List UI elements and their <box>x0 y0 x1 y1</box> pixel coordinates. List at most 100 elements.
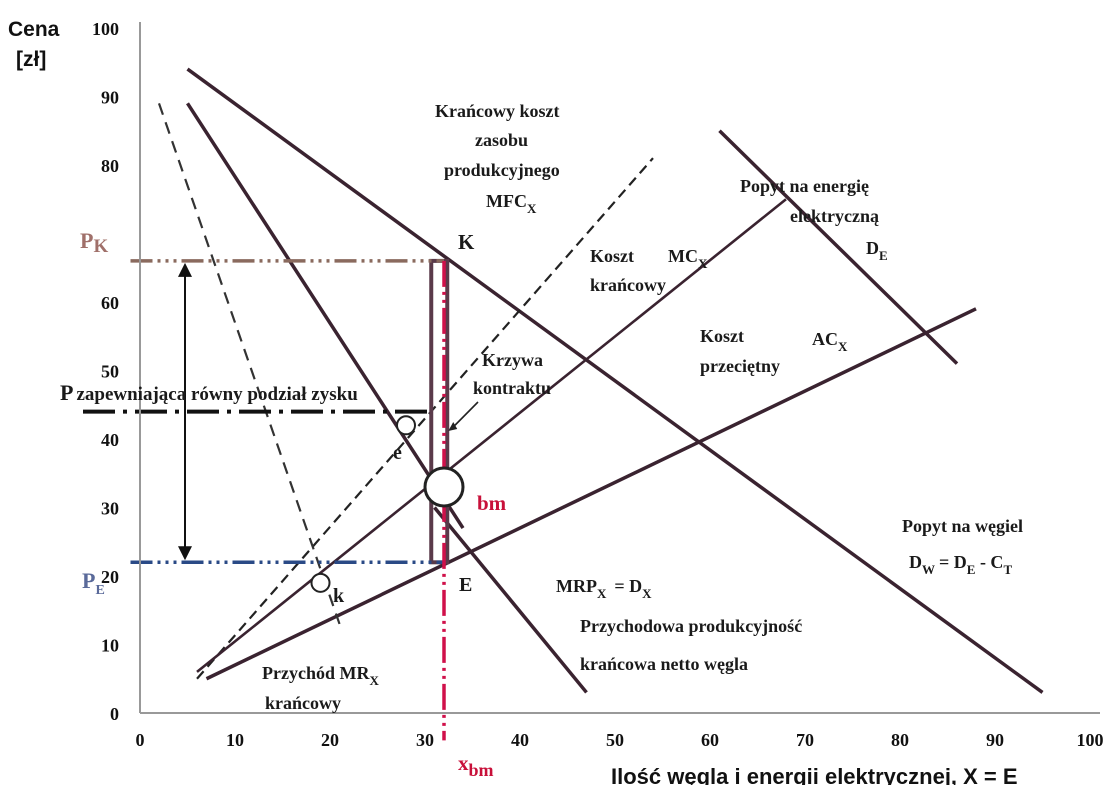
price-k-subscript: K <box>93 236 108 257</box>
demand-coal-label: Popyt na węgiel DW = DE - CT <box>902 516 1023 577</box>
svg-text:MFCX: MFCX <box>486 191 537 216</box>
y-tick-label: 60 <box>101 293 119 313</box>
mrp-label-symbol: MRP <box>556 576 597 596</box>
ac-label: Koszt ACX przeciętny <box>700 326 848 376</box>
mfc-label: Krańcowy koszt zasobu produkcyjnego MFCX <box>435 101 560 216</box>
svg-text:MCX: MCX <box>668 246 708 271</box>
series-mrp <box>433 506 588 694</box>
mr-label: Przychód MRX krańcowy <box>262 663 379 713</box>
mrp-label-line2: Przychodowa produkcyjność <box>580 616 802 636</box>
svg-text:ACX: ACX <box>812 329 848 354</box>
y-tick-label: 80 <box>101 156 119 176</box>
price-k-label: PK <box>80 228 108 257</box>
svg-text:Przychód MRX: Przychód MRX <box>262 663 379 688</box>
x-tick-label: 100 <box>1077 730 1104 750</box>
contract-curve-label: Krzywa kontraktu <box>473 350 551 398</box>
mc-label-line2: krańcowy <box>590 275 666 295</box>
ac-label-word: Koszt <box>700 326 744 346</box>
mr-label-symbol: Przychód MR <box>262 663 370 683</box>
svg-text:DW= DE - CT: DW = DE - CT <box>909 552 1012 577</box>
x-axis-title: Ilość węgla i energii elektrycznej, X = … <box>611 764 1018 785</box>
series-ac <box>205 307 977 681</box>
x-tick-label: 70 <box>796 730 814 750</box>
profit-split-price-symbol: P <box>60 380 73 405</box>
demand-energy-label-subscript: E <box>879 248 888 263</box>
arrowhead-down-icon <box>178 546 192 561</box>
y-tick-label: 40 <box>101 430 119 450</box>
price-k-symbol: P <box>80 228 93 253</box>
y-axis-title-line1: Cena <box>8 18 60 41</box>
demand-energy-label: Popyt na energię elektryczną DE <box>740 176 888 263</box>
x-tick-label: 10 <box>226 730 244 750</box>
x-tick-label: 80 <box>891 730 909 750</box>
demand-coal-label-w: W <box>922 562 935 577</box>
price-e-subscript: E <box>95 583 104 598</box>
x-tick-label: 60 <box>701 730 719 750</box>
demand-coal-label-t: T <box>1003 562 1012 577</box>
mc-label-subscript: X <box>698 256 708 271</box>
contract-pointer-arrowhead-icon <box>448 422 458 431</box>
contract-curve-label-line1: Krzywa <box>482 350 543 370</box>
marker-k <box>310 572 331 593</box>
series-mc <box>196 198 787 673</box>
profit-split-price-text: zapewniająca równy podział zysku <box>76 384 358 405</box>
y-tick-label: 10 <box>101 636 119 656</box>
contract-curve-label-line2: kontraktu <box>473 378 551 398</box>
demand-energy-label-symbol: D <box>866 238 879 258</box>
ac-label-line2: przeciętny <box>700 356 780 376</box>
x-tick-label: 40 <box>511 730 529 750</box>
series-mfc <box>196 157 654 680</box>
series-dw <box>186 67 1044 694</box>
marker-bm <box>423 466 465 508</box>
mfc-label-subscript: X <box>527 201 537 216</box>
x-tick-label: 20 <box>321 730 339 750</box>
y-tick-label: 100 <box>92 19 119 39</box>
mrp-label-subscript: X <box>597 586 607 601</box>
x-bm-label: xbm <box>458 751 494 780</box>
demand-coal-label-minus: - C <box>975 552 1003 572</box>
mrp-label-line3: krańcowa netto węgla <box>580 654 748 674</box>
marker-e <box>396 415 416 436</box>
marker-e-label: e <box>393 442 402 464</box>
x-bm-symbol: x <box>458 751 469 775</box>
ac-label-symbol: AC <box>812 329 838 349</box>
x-tick-label: 30 <box>416 730 434 750</box>
chart-lines <box>83 67 1044 741</box>
mr-label-line2: krańcowy <box>265 693 341 713</box>
demand-coal-label-d: D <box>909 552 922 572</box>
y-axis-title-line2: [zł] <box>16 48 46 71</box>
y-tick-label: 90 <box>101 88 119 108</box>
svg-text:DE: DE <box>866 238 888 263</box>
y-tick-label: 50 <box>101 362 119 382</box>
demand-energy-label-line2: elektryczną <box>790 206 879 226</box>
y-tick-label: 0 <box>110 704 119 724</box>
demand-coal-label-line1: Popyt na węgiel <box>902 516 1023 536</box>
mc-label-word: Koszt <box>590 246 634 266</box>
mfc-label-symbol: MFC <box>486 191 527 211</box>
price-e-symbol: P <box>82 568 95 593</box>
mrp-label-subscript2: X <box>642 586 652 601</box>
series-mr <box>186 102 465 530</box>
bm-label: bm <box>477 491 507 515</box>
y-tick-label: 20 <box>101 567 119 587</box>
mfc-label-line3: produkcyjnego <box>444 160 560 180</box>
mrp-label: MRPX = DX Przychodowa produkcyjność krańc… <box>556 576 802 674</box>
chart-markers <box>310 415 465 593</box>
point-k-label: K <box>458 230 475 254</box>
mfc-label-line1: Krańcowy koszt <box>435 101 560 121</box>
demand-coal-label-eq: = D <box>939 552 967 572</box>
x-bm-subscript: bm <box>469 760 494 780</box>
mr-label-subscript: X <box>369 673 379 688</box>
mrp-label-eq: = D <box>614 576 642 596</box>
series-dash-mr <box>157 102 341 625</box>
demand-coal-label-e: E <box>967 562 976 577</box>
ac-label-subscript: X <box>838 339 848 354</box>
chart-axes: 0 10 20 30 40 50 60 70 80 90 100 0 10 20 30 40 50 60 80 90 1… <box>92 19 1104 750</box>
mfc-label-line2: zasobu <box>475 130 528 150</box>
mc-label-symbol: MC <box>668 246 698 266</box>
marker-k-label: k <box>333 585 345 607</box>
demand-energy-label-line1: Popyt na energię <box>740 176 869 196</box>
svg-text:MRPX= DX: MRPX = DX <box>556 576 652 601</box>
y-tick-label: 30 <box>101 499 119 519</box>
